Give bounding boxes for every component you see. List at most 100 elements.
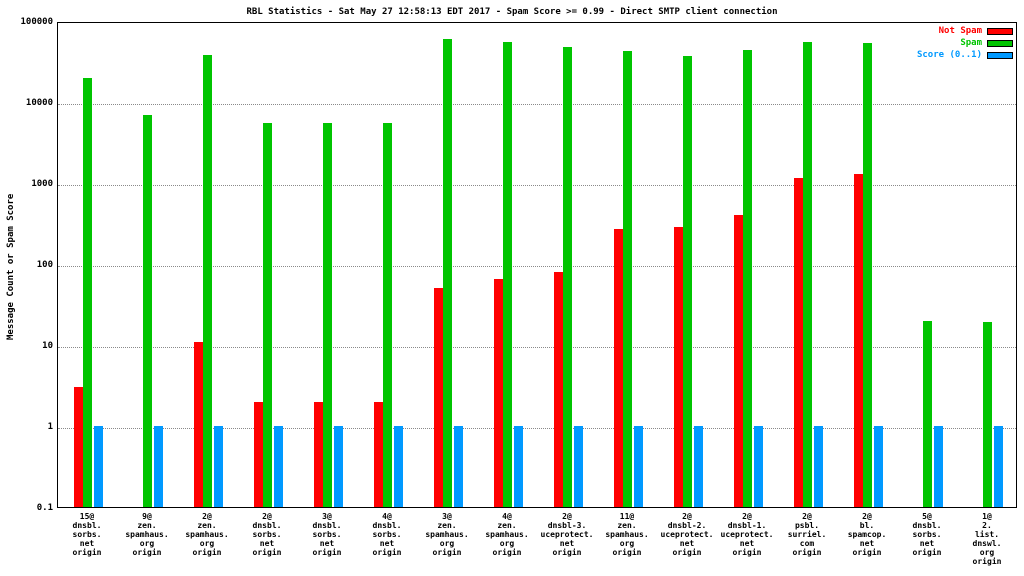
x-category-label-line: 4@ [502, 512, 512, 521]
x-category-label-line: 11@ [619, 512, 635, 521]
x-category-label-line: dnsbl. [72, 521, 102, 530]
gridline [58, 104, 1016, 105]
x-category-label-line: 2@ [202, 512, 212, 521]
x-category-label-line: origin [252, 548, 282, 557]
bar-score [694, 426, 703, 507]
bar-spam [863, 43, 872, 507]
x-category-label-line: origin [792, 548, 822, 557]
bar-not-spam [254, 401, 263, 507]
bar-spam [263, 123, 272, 507]
x-category-label: 2@ dnsbl. sorbs. net origin [237, 512, 297, 557]
x-category-label: 5@ dnsbl. sorbs. net origin [897, 512, 957, 557]
plot-area [57, 22, 1017, 508]
x-category-label-line: sorbs. [312, 530, 342, 539]
x-category-label-line: dnswl. [972, 539, 1002, 548]
x-category-label-line: zen. [437, 521, 457, 530]
x-category-label-line: 15@ [79, 512, 95, 521]
x-category-label-line: spamhaus. [125, 530, 169, 539]
x-category-label-line: net [559, 539, 575, 548]
bar-score [274, 426, 283, 507]
x-category-label-line: origin [732, 548, 762, 557]
x-category-label-line: 1@ [982, 512, 992, 521]
bar-spam [623, 50, 632, 507]
y-tick-label: 10000 [25, 98, 53, 108]
bar-not-spam [854, 173, 863, 507]
x-category-label-line: sorbs. [912, 530, 942, 539]
x-category-label: 15@ dnsbl. sorbs. net origin [57, 512, 117, 557]
x-category-label: 2@ dnsbl-1. uceprotect. net origin [717, 512, 777, 557]
bar-score [214, 426, 223, 507]
x-category-label: 3@ dnsbl. sorbs. net origin [297, 512, 357, 557]
bar-score [154, 426, 163, 507]
bar-spam [923, 320, 932, 507]
legend-swatch [987, 51, 1013, 59]
y-tick-label: 1 [47, 422, 53, 432]
bar-score [574, 426, 583, 507]
x-category-label-line: origin [852, 548, 882, 557]
legend-item: Spam [960, 38, 1013, 48]
x-category-label-line: origin [132, 548, 162, 557]
bar-spam [143, 114, 152, 507]
x-category-label-line: net [79, 539, 95, 548]
x-category-label-line: zen. [497, 521, 517, 530]
legend-item: Not Spam [939, 26, 1013, 36]
bar-score [874, 426, 883, 507]
x-category-label-line: 2@ [802, 512, 812, 521]
x-category-label-line: origin [372, 548, 402, 557]
x-category-label-line: 2@ [682, 512, 692, 521]
x-category-label-line: origin [492, 548, 522, 557]
x-category-label-line: 2. [982, 521, 992, 530]
x-category-label-line: psbl. [794, 521, 820, 530]
bar-not-spam [194, 341, 203, 507]
x-category-label: 4@ zen. spamhaus. org origin [477, 512, 537, 557]
x-category-label-line: org [139, 539, 155, 548]
bar-spam [503, 42, 512, 507]
bar-not-spam [74, 387, 83, 507]
x-category-label-line: spamhaus. [185, 530, 229, 539]
bar-spam [203, 55, 212, 507]
x-category-label-line: bl. [859, 521, 875, 530]
x-category-label-line: origin [552, 548, 582, 557]
x-category-label-line: net [319, 539, 335, 548]
bar-not-spam [434, 288, 443, 507]
x-category-label: 11@ zen. spamhaus. org origin [597, 512, 657, 557]
y-tick-label: 100 [36, 260, 53, 270]
bar-not-spam [314, 401, 323, 507]
x-category-label-line: origin [432, 548, 462, 557]
x-category-label-line: sorbs. [372, 530, 402, 539]
bar-not-spam [794, 178, 803, 507]
x-category-label-line: uceprotect. [660, 530, 714, 539]
gridline [58, 347, 1016, 348]
x-category-label-line: surriel. [787, 530, 827, 539]
bar-score [94, 426, 103, 507]
bar-spam [383, 123, 392, 507]
x-category-label-line: spamhaus. [425, 530, 469, 539]
x-category-label-line: uceprotect. [720, 530, 774, 539]
x-category-label-line: origin [312, 548, 342, 557]
x-category-label-line: 9@ [142, 512, 152, 521]
bar-not-spam [374, 401, 383, 507]
x-category-label: 2@ dnsbl-2. uceprotect. net origin [657, 512, 717, 557]
y-tick-label: 100000 [20, 17, 53, 27]
x-category-label: 2@ dnsbl-3. uceprotect. net origin [537, 512, 597, 557]
x-category-label-line: com [799, 539, 815, 548]
bar-spam [743, 49, 752, 507]
x-category-label-line: sorbs. [252, 530, 282, 539]
x-category-label-line: origin [192, 548, 222, 557]
x-category-label-line: zen. [197, 521, 217, 530]
bar-spam [323, 123, 332, 507]
x-category-label: 1@ 2. list. dnswl. org origin [957, 512, 1017, 566]
bar-score [934, 426, 943, 507]
gridline [58, 428, 1016, 429]
legend-label: Not Spam [938, 26, 982, 36]
x-category-label-line: zen. [617, 521, 637, 530]
x-category-label-line: 3@ [442, 512, 452, 521]
x-category-label-line: dnsbl-3. [547, 521, 587, 530]
legend-item: Score (0..1) [917, 50, 1013, 60]
bar-score [994, 426, 1003, 507]
legend-swatch [987, 39, 1013, 47]
x-category-label-line: net [859, 539, 875, 548]
bar-score [814, 426, 823, 507]
x-category-label: 4@ dnsbl. sorbs. net origin [357, 512, 417, 557]
